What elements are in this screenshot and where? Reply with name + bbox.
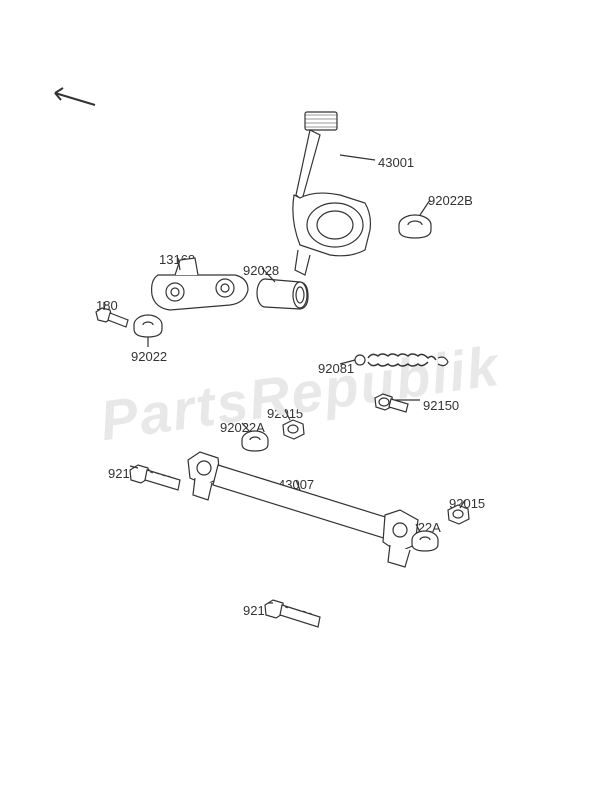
part-bolt-180 [96,308,128,327]
part-washer-92022 [134,315,162,337]
part-washer-b [399,215,431,238]
part-nut-lower [448,505,469,524]
part-bushing [257,279,308,309]
part-bolt-a-lower [265,600,320,627]
part-bolt-a-upper [130,465,180,490]
parts-illustration [0,0,600,785]
part-lever [152,258,248,310]
part-washer-a-lower [412,531,438,551]
part-spring [355,354,448,366]
part-washer-a-upper [242,431,268,451]
part-nut-upper [283,420,304,439]
diagram-container: PartsRepublik [0,0,600,785]
part-bolt-92150 [375,394,408,412]
part-connecting-rod [188,452,418,567]
part-brake-pedal [293,112,371,275]
